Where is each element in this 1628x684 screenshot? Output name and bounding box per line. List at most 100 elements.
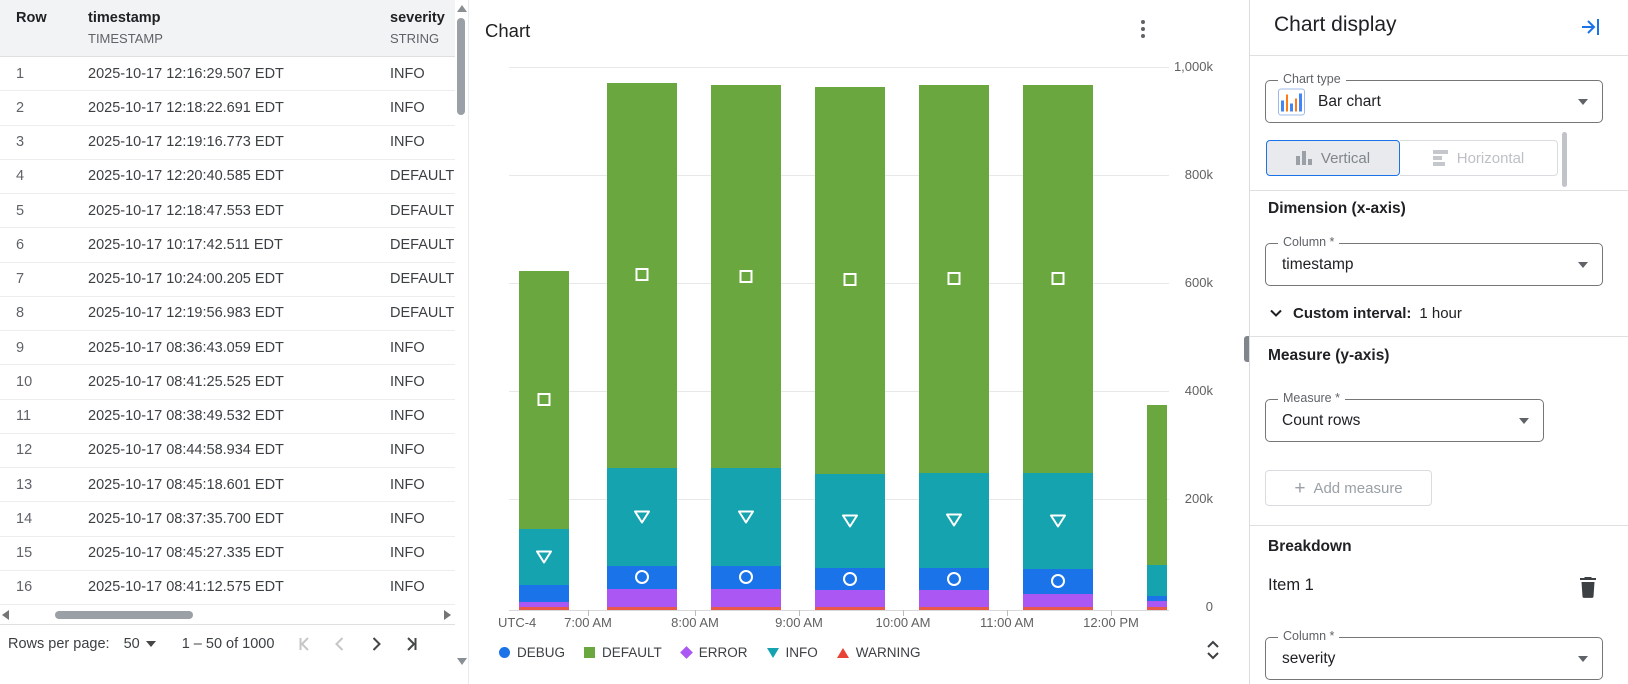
- next-page-button[interactable]: [362, 630, 390, 658]
- row-number: 4: [16, 168, 25, 185]
- legend-item-info: INFO: [766, 645, 818, 660]
- cell-timestamp: 2025-10-17 12:20:40.585 EDT: [88, 168, 284, 185]
- table-row: 2 2025-10-17 12:18:22.691 EDT INFO: [0, 91, 455, 126]
- cell-severity: DEFAULT: [390, 168, 455, 185]
- bar-segment-debug: [519, 585, 569, 602]
- x-axis-tick-label: 12:00 PM: [1083, 615, 1139, 630]
- previous-page-button[interactable]: [326, 630, 354, 658]
- dimension-column-value: timestamp: [1282, 255, 1354, 273]
- bar-segment-error: [607, 588, 677, 607]
- results-table-panel: Row timestamp TIMESTAMP severity STRING …: [0, 0, 468, 684]
- vertical-scrollbar[interactable]: [455, 0, 468, 672]
- rows-per-page-select[interactable]: 50: [124, 636, 156, 652]
- first-page-button[interactable]: [290, 630, 318, 658]
- row-number: 2: [16, 99, 25, 116]
- dimension-column-select[interactable]: Column * timestamp: [1265, 235, 1603, 286]
- dropdown-caret-icon: [1519, 417, 1529, 424]
- scroll-up-arrow-icon[interactable]: [457, 5, 467, 12]
- divider: [1250, 336, 1628, 337]
- horizontal-toggle-button[interactable]: Horizontal: [1400, 140, 1558, 176]
- bar-segment-default: [607, 82, 677, 468]
- triangle-down-marker-icon: [737, 509, 756, 530]
- dropdown-caret-icon: [1578, 655, 1588, 662]
- cell-severity: INFO: [390, 339, 425, 356]
- bar-segment-warning: [1147, 606, 1167, 610]
- cell-timestamp: 2025-10-17 08:44:58.934 EDT: [88, 442, 284, 459]
- chart-title: Chart: [485, 20, 531, 41]
- expand-chart-icon[interactable]: [1201, 637, 1225, 663]
- measure-value: Count rows: [1282, 411, 1361, 429]
- bar-chart-icon: [1278, 88, 1305, 115]
- cell-severity: DEFAULT: [390, 236, 455, 253]
- circle-legend-icon: [499, 647, 510, 658]
- scroll-right-arrow-icon[interactable]: [444, 610, 451, 620]
- row-number: 12: [16, 442, 33, 459]
- bar-segment-info: [1023, 472, 1093, 569]
- measure-select[interactable]: Measure * Count rows: [1265, 391, 1544, 442]
- bar-segment-info: [919, 472, 989, 568]
- x-axis-tick: [695, 610, 696, 616]
- footer-divider: [0, 624, 455, 625]
- legend-item-warning: WARNING: [836, 645, 921, 660]
- collapse-panel-icon[interactable]: [1578, 15, 1602, 39]
- chart-type-select[interactable]: Chart type Bar chart: [1265, 72, 1603, 123]
- table-row: 12 2025-10-17 08:44:58.934 EDT INFO: [0, 434, 455, 468]
- panel-title: Chart display: [1274, 13, 1397, 36]
- bar-segment-error: [711, 588, 781, 607]
- divider: [1250, 55, 1628, 56]
- cell-severity: INFO: [390, 442, 425, 459]
- vertical-scrollbar-thumb[interactable]: [457, 18, 465, 115]
- chart-type-label: Chart type: [1278, 72, 1346, 86]
- cell-timestamp: 2025-10-17 12:18:47.553 EDT: [88, 202, 284, 219]
- row-number: 1: [16, 65, 25, 82]
- horizontal-scrollbar-thumb[interactable]: [55, 611, 193, 619]
- row-number: 10: [16, 373, 33, 390]
- breakdown-column-value: severity: [1282, 649, 1336, 667]
- breakdown-column-select[interactable]: Column * severity: [1265, 629, 1603, 680]
- y-axis-tick-label: 200k: [1184, 491, 1213, 506]
- table-row: 11 2025-10-17 08:38:49.532 EDT INFO: [0, 400, 455, 434]
- cell-timestamp: 2025-10-17 10:24:00.205 EDT: [88, 271, 284, 288]
- square-marker-icon: [635, 268, 649, 282]
- last-page-button[interactable]: [398, 630, 426, 658]
- circle-marker-icon: [739, 570, 753, 585]
- bar-segment-info: [815, 473, 885, 568]
- cell-timestamp: 2025-10-17 12:19:16.773 EDT: [88, 134, 284, 151]
- scroll-left-arrow-icon[interactable]: [2, 610, 9, 620]
- bar-segment-default: [519, 270, 569, 529]
- y-axis-tick-label: 400k: [1184, 383, 1213, 398]
- triangle-down-marker-icon: [633, 509, 652, 530]
- cell-severity: INFO: [390, 579, 425, 596]
- pagination-range: 1 – 50 of 1000: [181, 636, 275, 652]
- scroll-down-arrow-icon[interactable]: [457, 658, 467, 665]
- row-number: 8: [16, 305, 25, 322]
- panel-scrollbar-thumb[interactable]: [1244, 336, 1249, 362]
- settings-scrollbar-thumb[interactable]: [1562, 132, 1567, 187]
- bar-1200pm: [1147, 405, 1167, 610]
- chevron-down-icon: [1267, 304, 1285, 322]
- custom-interval-expander[interactable]: Custom interval: 1 hour: [1267, 304, 1462, 322]
- circle-marker-icon: [843, 571, 857, 586]
- triangle-down-marker-icon: [945, 512, 964, 533]
- horizontal-bars-icon: [1432, 150, 1448, 166]
- cell-severity: INFO: [390, 408, 425, 425]
- vertical-toggle-button[interactable]: Vertical: [1266, 140, 1400, 176]
- cell-severity: DEFAULT: [390, 202, 455, 219]
- table-row: 9 2025-10-17 08:36:43.059 EDT INFO: [0, 331, 455, 366]
- row-number: 14: [16, 510, 33, 527]
- circle-marker-icon: [635, 570, 649, 585]
- vertical-bars-icon: [1295, 151, 1312, 165]
- x-axis-tick-label: 10:00 AM: [875, 615, 931, 630]
- dropdown-caret-icon: [1578, 261, 1588, 268]
- delete-breakdown-icon[interactable]: [1578, 576, 1600, 600]
- cell-timestamp: 2025-10-17 08:45:18.601 EDT: [88, 476, 284, 493]
- add-measure-button[interactable]: + Add measure: [1265, 470, 1432, 506]
- bar-segment-error: [919, 589, 989, 607]
- cell-timestamp: 2025-10-17 12:16:29.507 EDT: [88, 65, 284, 82]
- cell-timestamp: 2025-10-17 08:41:25.525 EDT: [88, 373, 284, 390]
- cell-timestamp: 2025-10-17 10:17:42.511 EDT: [88, 236, 283, 253]
- cell-severity: INFO: [390, 99, 425, 116]
- triangle-down-marker-icon: [1049, 513, 1068, 534]
- chart-options-menu-button[interactable]: [1133, 20, 1153, 44]
- horizontal-scrollbar[interactable]: [0, 606, 455, 624]
